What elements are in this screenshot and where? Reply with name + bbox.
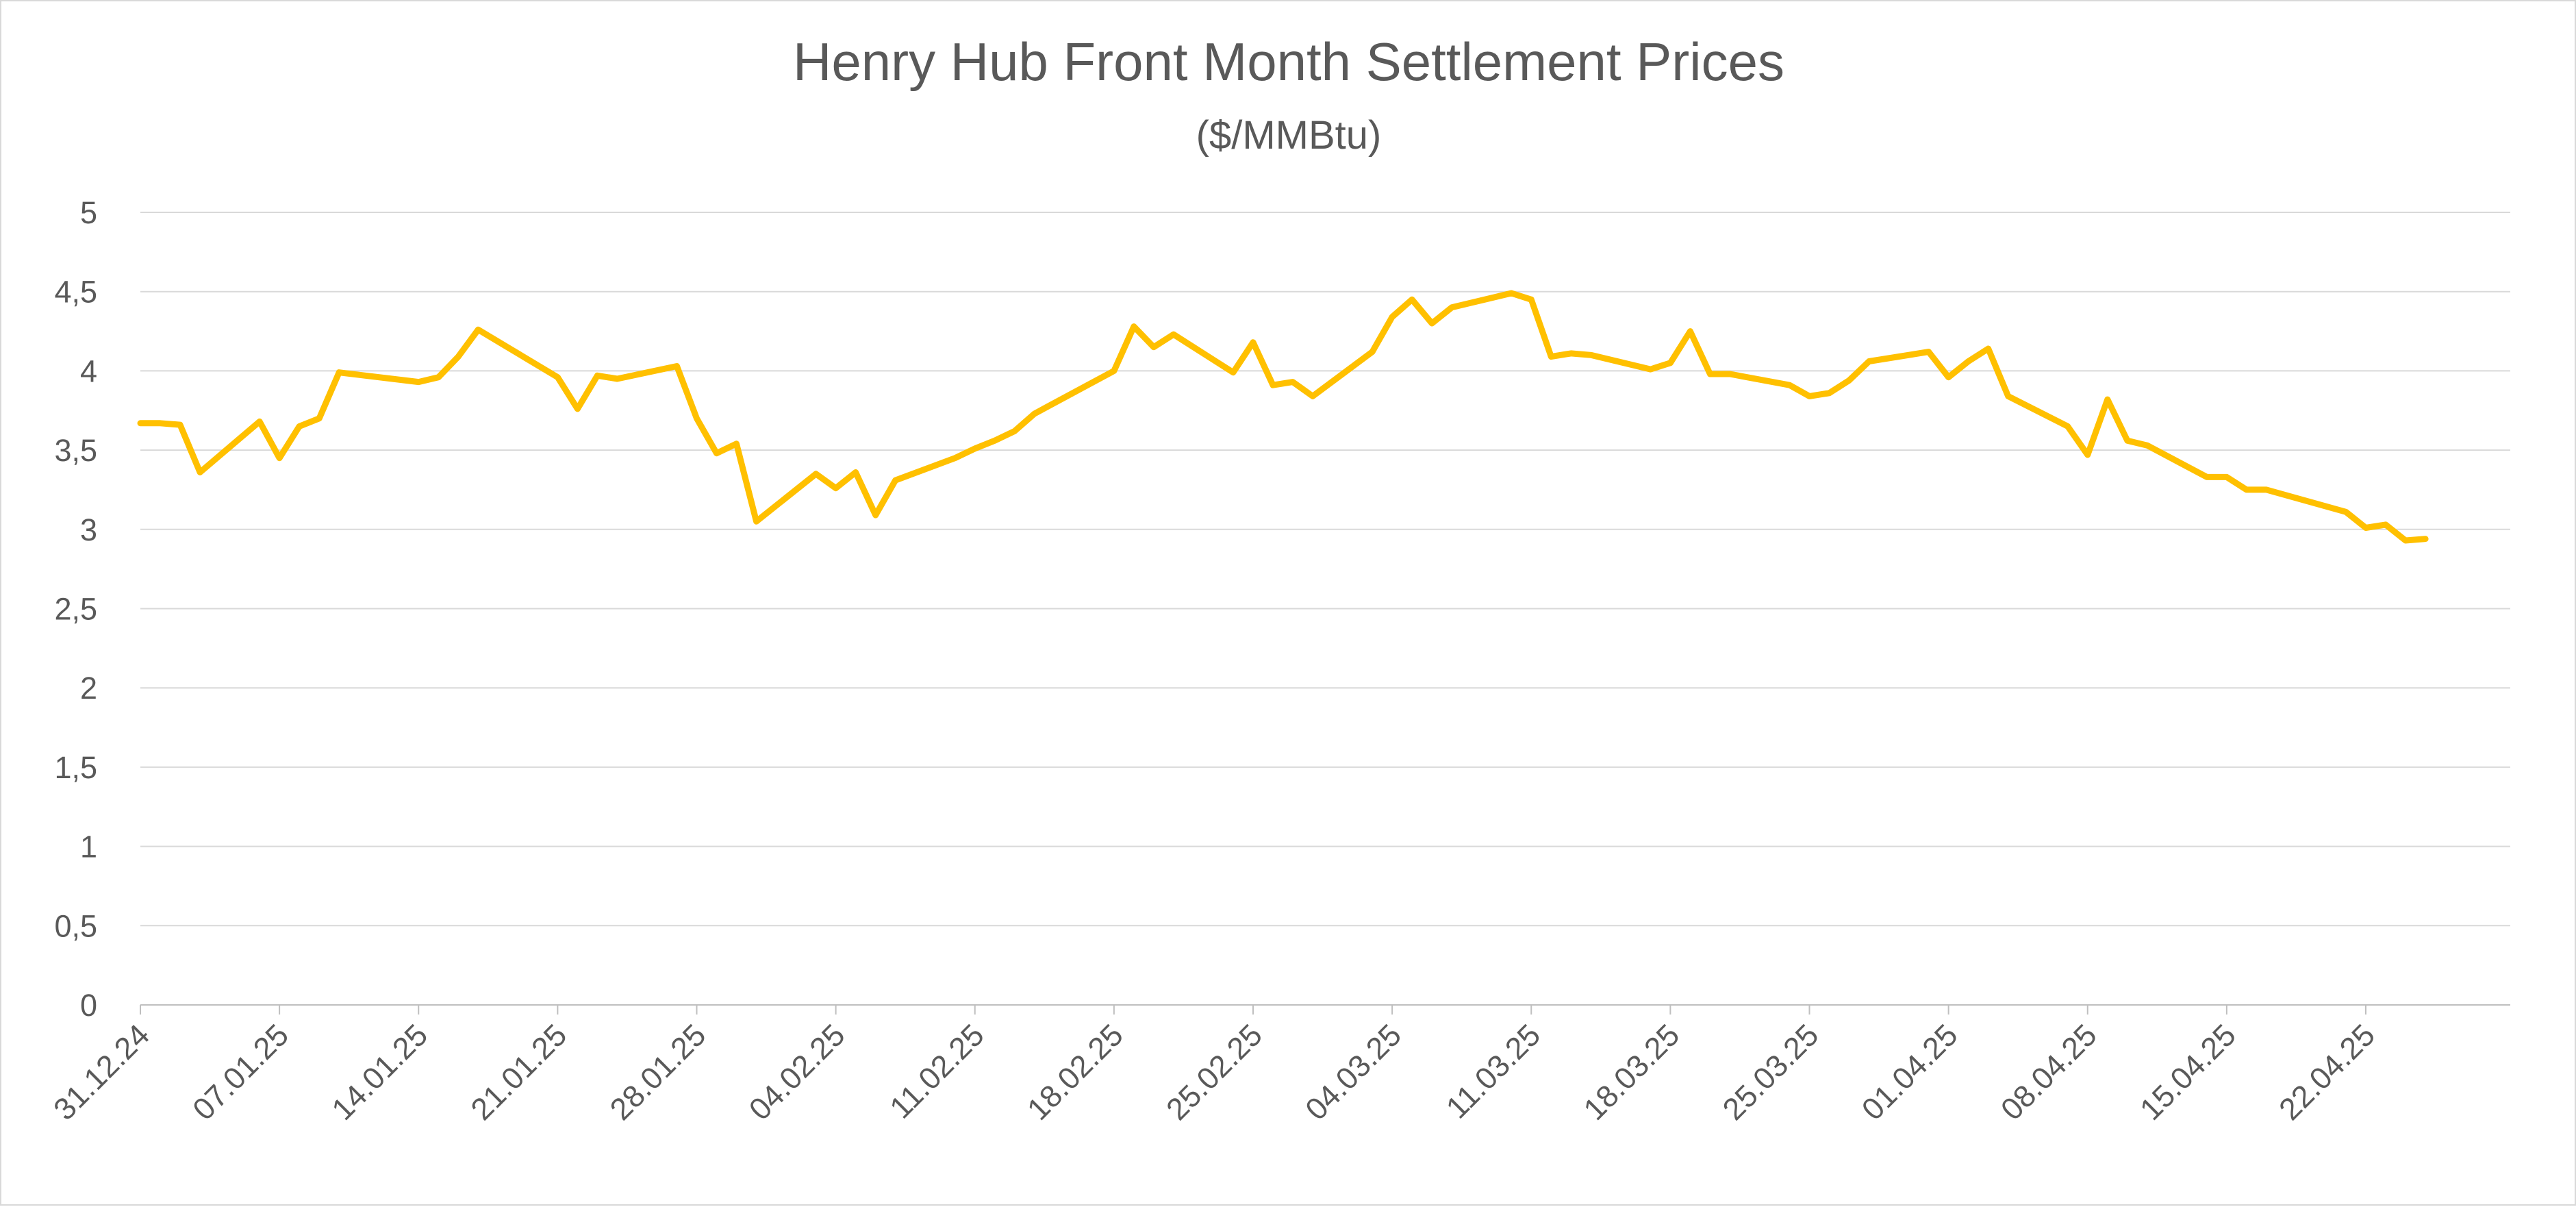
x-tick-label: 11.02.25 — [883, 1017, 991, 1125]
y-tick-label: 4 — [80, 353, 97, 388]
x-tick-label: 04.02.25 — [742, 1017, 852, 1127]
x-axis — [140, 1004, 2510, 1015]
y-tick-label: 1 — [80, 830, 97, 864]
series-line-price — [137, 290, 2429, 544]
y-tick-label: 1,5 — [54, 750, 97, 785]
x-tick-labels: 31.12.24 07.01.25 14.01.25 21.01.25 28.01.25… — [47, 1017, 2382, 1127]
x-tick-label: 31.12.24 — [47, 1017, 156, 1127]
x-tick-label: 15.04.25 — [2133, 1017, 2243, 1127]
y-tick-label: 5 — [80, 195, 97, 230]
x-tick-label: 25.02.25 — [1159, 1017, 1269, 1127]
y-tick-label: 3,5 — [54, 433, 97, 468]
x-tick-label: 18.02.25 — [1020, 1017, 1130, 1127]
y-tick-label: 2 — [80, 671, 97, 706]
chart-title: Henry Hub Front Month Settlement Prices — [793, 32, 1784, 92]
y-tick-label: 0,5 — [54, 908, 97, 943]
y-tick-label: 3 — [80, 512, 97, 547]
y-tick-label: 0 — [80, 988, 97, 1023]
x-tick-label: 11.03.25 — [1439, 1017, 1548, 1125]
x-tick-label: 14.01.25 — [325, 1017, 434, 1127]
x-tick-label: 07.01.25 — [186, 1017, 295, 1127]
series-line-layer — [137, 290, 2429, 544]
x-tick-label: 04.03.25 — [1298, 1017, 1408, 1127]
y-axis: 0 0,5 1 1,5 2 2,5 3 3,5 4 4,5 5 — [54, 195, 97, 1023]
y-tick-label: 4,5 — [54, 275, 97, 310]
x-tick-label: 25.03.25 — [1716, 1017, 1826, 1127]
y-tick-label: 2,5 — [54, 592, 97, 627]
x-tick-label: 21.01.25 — [464, 1017, 574, 1127]
x-tick-label: 18.03.25 — [1577, 1017, 1687, 1127]
gridlines — [140, 212, 2510, 927]
x-tick-label: 28.01.25 — [603, 1017, 713, 1127]
x-tick-label: 08.04.25 — [1994, 1017, 2104, 1127]
chart-subtitle: ($/MMBtu) — [1196, 113, 1382, 158]
x-tick-label: 01.04.25 — [1855, 1017, 1965, 1127]
x-tick-label: 22.04.25 — [2272, 1017, 2382, 1127]
